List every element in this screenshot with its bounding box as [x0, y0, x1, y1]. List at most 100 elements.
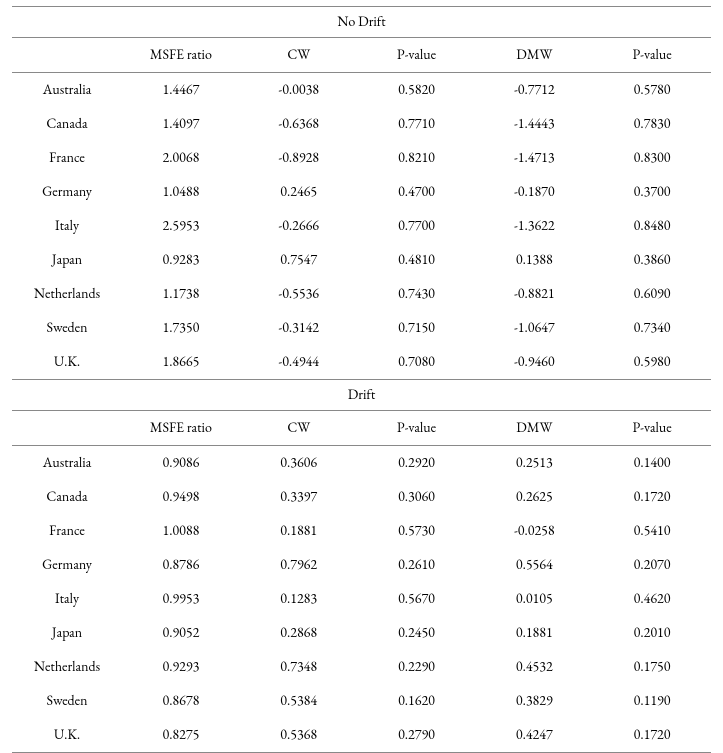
- country-cell: Germany: [12, 548, 122, 582]
- value-cell: 0.5670: [358, 582, 476, 616]
- section-title: No Drift: [12, 7, 711, 38]
- value-cell: 1.0088: [122, 514, 240, 548]
- value-cell: -0.7712: [475, 73, 593, 108]
- country-cell: Netherlands: [12, 277, 122, 311]
- value-cell: 0.7710: [358, 107, 476, 141]
- table-row: Italy2.5953-0.26660.7700-1.36220.8480: [12, 209, 711, 243]
- value-cell: 0.1388: [475, 243, 593, 277]
- value-cell: 0.8786: [122, 548, 240, 582]
- value-cell: 0.5368: [240, 718, 358, 753]
- value-cell: 0.4247: [475, 718, 593, 753]
- value-cell: 0.4810: [358, 243, 476, 277]
- value-cell: 0.2450: [358, 616, 476, 650]
- header-blank: [12, 38, 122, 73]
- value-cell: 0.2010: [593, 616, 711, 650]
- value-cell: 0.5410: [593, 514, 711, 548]
- value-cell: 0.9498: [122, 480, 240, 514]
- value-cell: 0.3397: [240, 480, 358, 514]
- table-row: Australia0.90860.36060.29200.25130.1400: [12, 446, 711, 481]
- value-cell: 0.9086: [122, 446, 240, 481]
- country-cell: Germany: [12, 175, 122, 209]
- country-cell: Canada: [12, 107, 122, 141]
- country-cell: Italy: [12, 209, 122, 243]
- value-cell: 0.8480: [593, 209, 711, 243]
- country-cell: France: [12, 141, 122, 175]
- value-cell: -1.4443: [475, 107, 593, 141]
- country-cell: U.K.: [12, 345, 122, 380]
- value-cell: -0.8821: [475, 277, 593, 311]
- value-cell: 0.2070: [593, 548, 711, 582]
- country-cell: Australia: [12, 446, 122, 481]
- value-cell: 1.4097: [122, 107, 240, 141]
- column-header: DMW: [475, 411, 593, 446]
- value-cell: -0.1870: [475, 175, 593, 209]
- table-row: Netherlands0.92930.73480.22900.45320.175…: [12, 650, 711, 684]
- country-cell: Sweden: [12, 311, 122, 345]
- value-cell: 0.5980: [593, 345, 711, 380]
- table-row: Germany0.87860.79620.26100.55640.2070: [12, 548, 711, 582]
- value-cell: 0.5384: [240, 684, 358, 718]
- table-row: Australia1.4467-0.00380.5820-0.77120.578…: [12, 73, 711, 108]
- value-cell: -0.3142: [240, 311, 358, 345]
- value-cell: 0.3700: [593, 175, 711, 209]
- value-cell: 0.1283: [240, 582, 358, 616]
- value-cell: 0.1720: [593, 718, 711, 753]
- value-cell: 0.1750: [593, 650, 711, 684]
- table-row: Japan0.92830.75470.48100.13880.3860: [12, 243, 711, 277]
- value-cell: -0.9460: [475, 345, 593, 380]
- value-cell: 1.7350: [122, 311, 240, 345]
- value-cell: 0.2868: [240, 616, 358, 650]
- table-row: Sweden1.7350-0.31420.7150-1.06470.7340: [12, 311, 711, 345]
- table-row: Canada0.94980.33970.30600.26250.1720: [12, 480, 711, 514]
- value-cell: 1.4467: [122, 73, 240, 108]
- value-cell: 1.8665: [122, 345, 240, 380]
- country-cell: Sweden: [12, 684, 122, 718]
- value-cell: 0.3060: [358, 480, 476, 514]
- value-cell: 0.1881: [240, 514, 358, 548]
- value-cell: -0.6368: [240, 107, 358, 141]
- value-cell: -0.5536: [240, 277, 358, 311]
- value-cell: 0.5780: [593, 73, 711, 108]
- value-cell: -0.4944: [240, 345, 358, 380]
- header-blank: [12, 411, 122, 446]
- country-cell: Canada: [12, 480, 122, 514]
- table-row: Sweden0.86780.53840.16200.38290.1190: [12, 684, 711, 718]
- value-cell: 0.1190: [593, 684, 711, 718]
- value-cell: 0.2513: [475, 446, 593, 481]
- column-header: P-value: [358, 38, 476, 73]
- column-header: CW: [240, 38, 358, 73]
- table-row: U.K.0.82750.53680.27900.42470.1720: [12, 718, 711, 753]
- value-cell: 0.7348: [240, 650, 358, 684]
- value-cell: 0.2290: [358, 650, 476, 684]
- column-header: P-value: [593, 38, 711, 73]
- value-cell: 0.5820: [358, 73, 476, 108]
- value-cell: 0.9283: [122, 243, 240, 277]
- value-cell: 0.7830: [593, 107, 711, 141]
- country-cell: Netherlands: [12, 650, 122, 684]
- value-cell: 0.1400: [593, 446, 711, 481]
- value-cell: 0.9953: [122, 582, 240, 616]
- table-row: France2.0068-0.89280.8210-1.47130.8300: [12, 141, 711, 175]
- country-cell: U.K.: [12, 718, 122, 753]
- table-row: U.K.1.8665-0.49440.7080-0.94600.5980: [12, 345, 711, 380]
- value-cell: -0.8928: [240, 141, 358, 175]
- value-cell: 2.0068: [122, 141, 240, 175]
- value-cell: 0.1881: [475, 616, 593, 650]
- value-cell: -1.4713: [475, 141, 593, 175]
- column-header: P-value: [358, 411, 476, 446]
- value-cell: 0.7547: [240, 243, 358, 277]
- value-cell: 0.8275: [122, 718, 240, 753]
- value-cell: 0.7150: [358, 311, 476, 345]
- value-cell: 0.4700: [358, 175, 476, 209]
- column-header: DMW: [475, 38, 593, 73]
- value-cell: 0.4532: [475, 650, 593, 684]
- value-cell: 0.5730: [358, 514, 476, 548]
- value-cell: 0.5564: [475, 548, 593, 582]
- column-header: MSFE ratio: [122, 411, 240, 446]
- table-row: Canada1.4097-0.63680.7710-1.44430.7830: [12, 107, 711, 141]
- table-row: Japan0.90520.28680.24500.18810.2010: [12, 616, 711, 650]
- value-cell: 0.2465: [240, 175, 358, 209]
- value-cell: -0.0258: [475, 514, 593, 548]
- value-cell: 0.2625: [475, 480, 593, 514]
- value-cell: 0.3829: [475, 684, 593, 718]
